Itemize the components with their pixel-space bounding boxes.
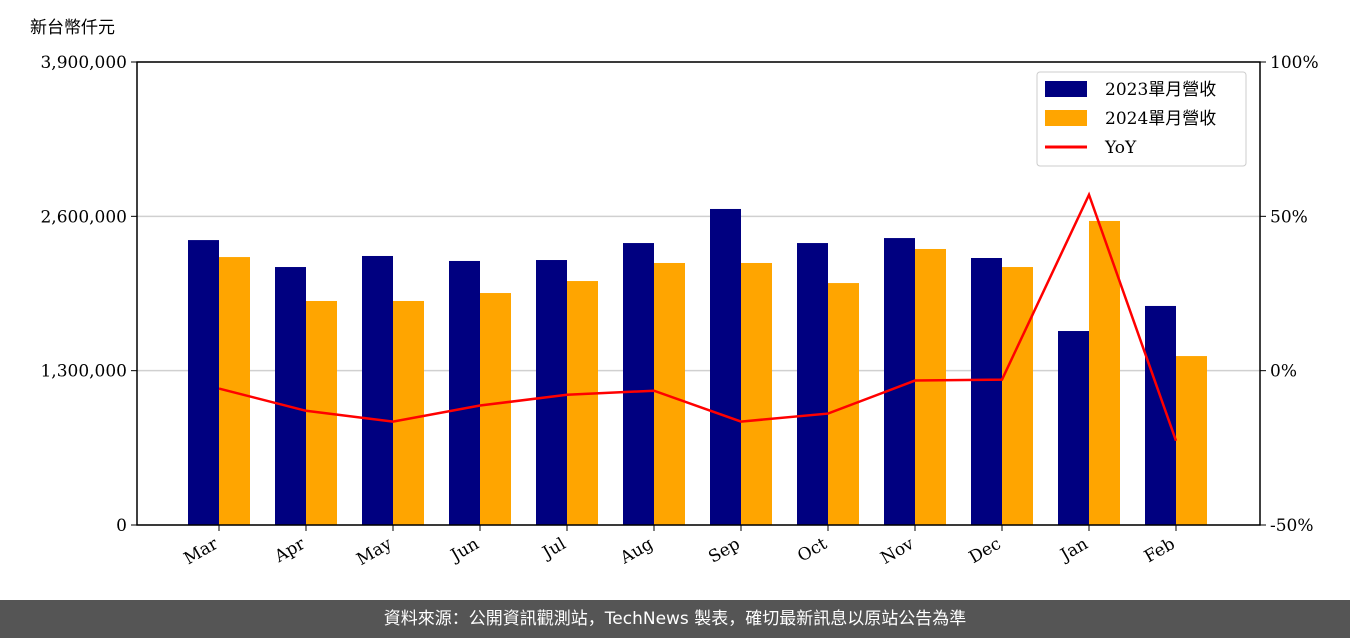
x-tick-label: Jul [538, 534, 570, 564]
bar [449, 260, 480, 525]
x-tick-label: Sep [705, 534, 743, 568]
legend-label: 2024單月營收 [1105, 109, 1216, 129]
bar [362, 255, 393, 526]
bar [654, 262, 685, 525]
legend-swatch [1045, 110, 1087, 126]
x-tick-label: Aug [616, 534, 657, 569]
bar [971, 258, 1002, 525]
y2-tick-label: 50% [1270, 207, 1308, 227]
bar [623, 243, 654, 526]
legend-swatch [1045, 81, 1087, 97]
bar [188, 240, 219, 526]
y2-tick-label: -50% [1270, 516, 1314, 536]
bar [1058, 331, 1089, 525]
x-tick-label: Nov [877, 534, 917, 569]
y-tick-label: 2,600,000 [40, 207, 127, 227]
x-tick-label: Apr [271, 534, 310, 568]
bar [1176, 356, 1207, 525]
bar [710, 208, 741, 525]
y-tick-label: 1,300,000 [40, 362, 127, 382]
bar [1089, 220, 1120, 526]
x-tick-label: Jan [1056, 534, 1092, 566]
bar [797, 243, 828, 526]
bar [1002, 267, 1033, 525]
legend-label: 2023單月營收 [1105, 80, 1216, 100]
x-tick-label: May [353, 534, 396, 570]
plot-frame [136, 61, 1261, 526]
bar [741, 262, 772, 525]
bar [1145, 305, 1176, 525]
bar [393, 300, 424, 525]
x-tick-label: Feb [1141, 534, 1179, 567]
legend-label: YoY [1104, 138, 1137, 158]
bar [915, 248, 946, 525]
y2-tick-label: 0% [1270, 362, 1297, 382]
y-tick-label: 0 [116, 516, 127, 536]
bar [567, 281, 598, 525]
y-tick-label: 3,900,000 [40, 53, 127, 73]
legend-box [1036, 71, 1247, 167]
bar [275, 267, 306, 525]
bar [536, 260, 567, 525]
x-tick-label: Mar [181, 534, 223, 570]
y-axis-label: 新台幣仟元 [30, 18, 115, 38]
x-tick-label: Dec [966, 534, 1005, 568]
footer: 資料來源：公開資訊觀測站，TechNews 製表，確切最新訊息以原站公告為準 [0, 600, 1350, 638]
chart: 新台幣仟元 0 1,300,000 2,600,000 3,900,000 -50% 0%… [30, 18, 1319, 570]
x-tick-label: Jun [446, 534, 483, 567]
bar [480, 293, 511, 525]
x-tick-label: Oct [794, 534, 830, 567]
y2-tick-label: 100% [1270, 53, 1319, 73]
yoy-line [218, 191, 1178, 442]
